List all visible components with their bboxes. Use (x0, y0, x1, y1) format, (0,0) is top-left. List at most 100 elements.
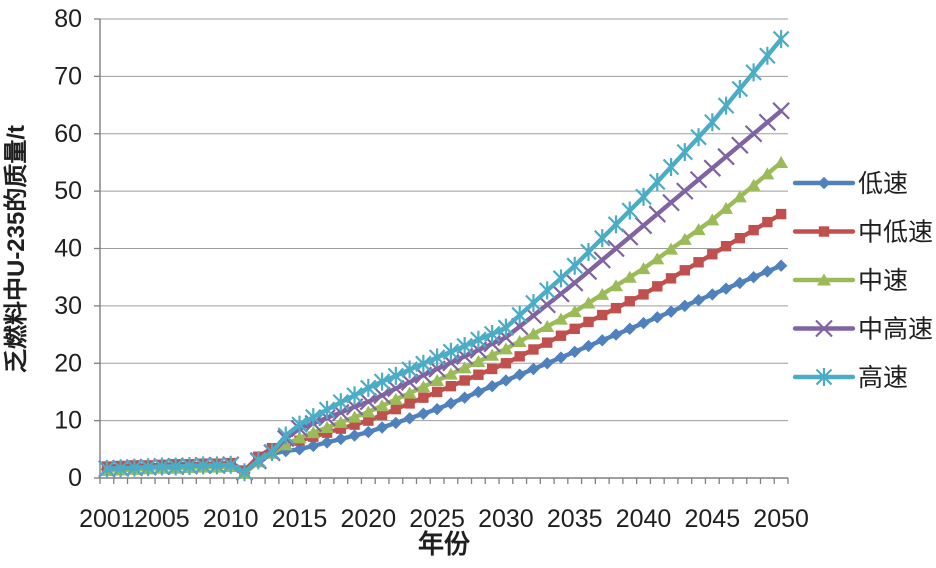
series-line-mid-high-speed (104, 108, 784, 475)
y-tick-label-70: 70 (54, 62, 82, 90)
data-point (360, 378, 377, 397)
series-mid-speed (99, 155, 789, 479)
legend-item-mid-high-speed: 中高速 (792, 316, 933, 344)
legend-marker-low-speed (817, 176, 831, 190)
data-point (607, 239, 625, 258)
data-point (731, 79, 749, 98)
data-point (513, 368, 526, 381)
data-point (582, 339, 595, 353)
data-point (761, 265, 774, 278)
data-point (293, 443, 306, 456)
data-point (485, 348, 500, 361)
data-point (648, 205, 667, 223)
data-point (552, 285, 570, 303)
data-point (652, 281, 663, 292)
data-point (662, 158, 680, 177)
data-point (692, 293, 705, 307)
data-point (153, 457, 171, 476)
data-point (679, 265, 690, 276)
data-point (416, 380, 431, 393)
data-point (758, 113, 777, 132)
x-tick-label-2035: 2035 (547, 505, 603, 533)
data-point (760, 167, 775, 180)
data-point (747, 270, 760, 284)
data-point (772, 102, 790, 120)
data-point (527, 362, 540, 376)
data-point (332, 393, 350, 412)
data-point (593, 251, 612, 269)
data-point (400, 373, 419, 391)
data-point (376, 409, 388, 421)
legend-marker-high-speed (815, 368, 833, 386)
data-point (359, 392, 378, 411)
data-point (579, 262, 598, 281)
data-point (719, 282, 733, 295)
legend-label-mid-low-speed: 中低速 (858, 219, 933, 247)
data-point (404, 398, 415, 409)
data-point (373, 372, 391, 391)
data-point (676, 182, 694, 200)
series-markers-high-speed (98, 30, 790, 482)
data-point (538, 281, 556, 300)
series-layer (98, 30, 790, 482)
data-point (650, 252, 665, 265)
data-point (362, 425, 375, 439)
data-point (486, 363, 498, 375)
data-point (500, 358, 512, 369)
data-point (306, 426, 321, 439)
data-point (705, 213, 720, 226)
data-point (678, 299, 691, 313)
data-point (583, 316, 594, 328)
data-point (610, 302, 622, 314)
data-point (719, 201, 734, 214)
data-point (762, 216, 773, 228)
data-point (552, 269, 570, 288)
data-point (497, 318, 515, 337)
x-tick-label-2020: 2020 (341, 505, 397, 533)
data-point (706, 288, 719, 301)
data-point (526, 327, 541, 340)
data-point (662, 193, 680, 212)
data-point (483, 324, 501, 343)
data-point (305, 408, 322, 427)
data-point (139, 458, 157, 477)
data-point (320, 436, 334, 449)
data-point (717, 147, 735, 166)
data-point (389, 416, 403, 430)
data-point (277, 426, 295, 445)
grid-layer (100, 18, 788, 422)
data-point (609, 279, 623, 292)
data-point (470, 330, 487, 349)
x-tick-label-2015: 2015 (272, 505, 328, 533)
data-point (775, 208, 787, 220)
data-point (759, 46, 776, 65)
data-point (707, 249, 718, 260)
data-point (622, 270, 637, 283)
legend-item-mid-low-speed: 中低速 (792, 219, 933, 247)
data-point (634, 216, 653, 235)
data-point (194, 456, 212, 475)
data-point (292, 431, 307, 444)
y-axis-title: 乏燃料中U-235的质量/t (2, 125, 30, 373)
data-point (538, 295, 556, 314)
data-point (621, 201, 639, 220)
data-point (263, 443, 281, 462)
legend-item-mid-speed: 中速 (792, 267, 908, 295)
data-point (387, 379, 405, 398)
data-point (637, 316, 650, 330)
data-point (636, 262, 651, 275)
data-point (388, 392, 403, 405)
legend-label-low-speed: 低速 (858, 170, 908, 198)
y-tick-label-10: 10 (54, 407, 82, 435)
data-point (581, 296, 596, 309)
data-point (665, 273, 677, 284)
data-point (704, 113, 721, 132)
data-point (607, 215, 625, 234)
x-tick-label-2040: 2040 (616, 505, 672, 533)
data-point (597, 309, 608, 321)
data-point (418, 392, 429, 403)
data-point (471, 355, 486, 368)
data-point (222, 455, 239, 474)
data-point (541, 357, 554, 370)
